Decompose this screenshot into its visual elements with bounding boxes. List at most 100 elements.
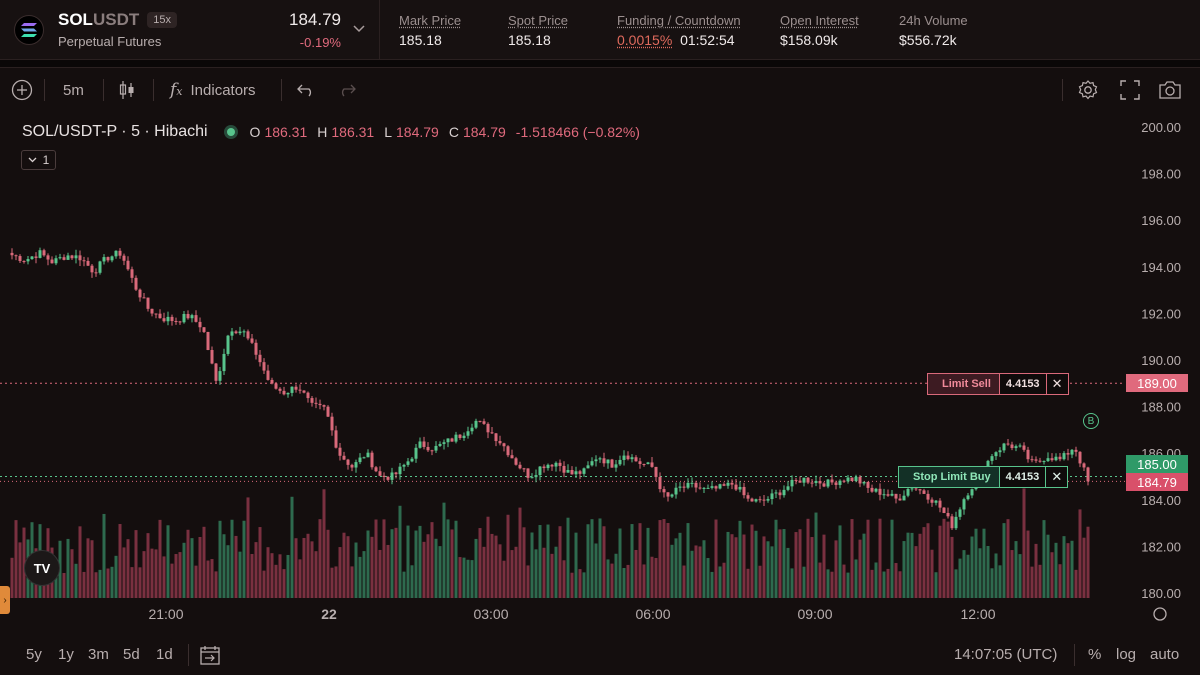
settings-icon[interactable] <box>1077 78 1099 102</box>
undo-icon[interactable] <box>297 78 315 102</box>
ohlc-values: O 186.31 H 186.31 L 184.79 C 184.79 -1.51846… <box>250 124 646 140</box>
volume-bar <box>126 539 130 598</box>
candle-body <box>234 331 238 334</box>
stop-limit-buy-qty[interactable]: 4.4153 <box>998 467 1046 487</box>
candle-body <box>254 342 258 355</box>
range-separator <box>188 644 189 666</box>
range-5d-button[interactable]: 5d <box>123 646 140 663</box>
candle-body <box>58 257 62 259</box>
volume-bar <box>590 519 594 598</box>
volume-bar <box>438 546 442 598</box>
volume-bar <box>486 516 490 598</box>
indicators-button[interactable]: fx Indicators <box>170 78 256 102</box>
candle-body <box>146 297 150 309</box>
redo-icon[interactable] <box>338 78 356 102</box>
percent-toggle[interactable]: % <box>1088 646 1102 663</box>
buy-marker[interactable]: B <box>1083 413 1099 429</box>
range-1y-button[interactable]: 1y <box>58 646 74 663</box>
utc-clock[interactable]: 14:07:05 (UTC) <box>954 646 1058 663</box>
close-icon[interactable]: ✕ <box>1045 467 1068 487</box>
drag-handle-icon[interactable] <box>928 374 934 394</box>
volume-bar <box>666 522 670 598</box>
candle-body <box>958 509 962 517</box>
candle-body <box>870 487 874 492</box>
stop-limit-buy-order[interactable]: Stop Limit Buy 4.4153 ✕ <box>898 466 1069 488</box>
funding-label[interactable]: Funding / Countdown <box>617 13 741 28</box>
y-tick-label: 194.00 <box>1141 260 1181 275</box>
chevron-right-icon[interactable]: › <box>0 586 10 614</box>
candle-body <box>1082 463 1086 468</box>
volume-bar <box>422 541 426 598</box>
volume-bar <box>322 489 326 598</box>
volume-bar <box>270 553 274 598</box>
open-interest-label[interactable]: Open Interest <box>780 13 859 28</box>
candle-body <box>558 462 562 466</box>
drag-handle-icon[interactable] <box>899 467 905 487</box>
candle-body <box>646 462 650 465</box>
candle-body <box>466 431 470 436</box>
volume-bar <box>174 554 178 598</box>
date-range-icon[interactable] <box>199 644 221 670</box>
tradingview-logo[interactable]: TV <box>24 550 60 586</box>
volume-bar <box>86 538 90 598</box>
fullscreen-icon[interactable] <box>1120 78 1140 102</box>
y-tick-label: 188.00 <box>1141 400 1181 415</box>
volume-bar <box>442 502 446 598</box>
symbol-selector[interactable]: SOL USDT 15x Perpetual Futures 184.79 -0.… <box>0 0 380 59</box>
candle-body <box>638 461 642 465</box>
candle-body <box>554 462 558 467</box>
auto-toggle[interactable]: auto <box>1150 646 1180 663</box>
volume-bar <box>58 540 62 598</box>
candle-body <box>1070 449 1074 455</box>
legend-collapse-button[interactable]: 1 <box>21 150 56 170</box>
volume-bar <box>654 557 658 598</box>
volume-bar <box>1050 552 1054 598</box>
candle-body <box>614 464 618 468</box>
ohlc-low: 184.79 <box>396 124 439 140</box>
volume-bar <box>758 565 762 598</box>
candle-body <box>1074 449 1078 452</box>
volume-bar <box>314 551 318 598</box>
volume-bar <box>990 568 994 598</box>
volume-bar <box>478 528 482 598</box>
candle-body <box>354 462 358 468</box>
range-3m-button[interactable]: 3m <box>88 646 109 663</box>
candle-body <box>938 500 942 508</box>
volume-bar <box>90 540 94 598</box>
candle-body <box>498 441 502 444</box>
candle-body <box>1066 453 1070 455</box>
camera-icon[interactable] <box>1158 78 1182 102</box>
spot-price-stat: Spot Price 185.18 <box>508 13 568 48</box>
volume-bar <box>222 534 226 598</box>
range-1d-button[interactable]: 1d <box>156 646 173 663</box>
volume-bar <box>1022 488 1026 598</box>
chevron-down-icon[interactable] <box>353 20 365 36</box>
candle-body <box>130 269 134 278</box>
interval-button[interactable]: 5m <box>63 81 84 99</box>
axis-settings-icon[interactable] <box>1153 607 1167 621</box>
mark-price-label[interactable]: Mark Price <box>399 13 462 28</box>
candle-body <box>570 470 574 475</box>
candle-body <box>850 477 854 482</box>
candle-body <box>306 392 310 399</box>
limit-sell-qty[interactable]: 4.4153 <box>998 374 1046 394</box>
candles-icon[interactable] <box>118 78 136 102</box>
limit-sell-order[interactable]: Limit Sell 4.4153 ✕ <box>927 373 1069 395</box>
volume-bar <box>390 529 394 598</box>
volume-bar <box>806 518 810 598</box>
log-toggle[interactable]: log <box>1116 646 1137 663</box>
volume-bar <box>838 525 842 598</box>
volume-bar <box>386 544 390 598</box>
add-icon[interactable] <box>11 78 33 102</box>
candle-body <box>378 471 382 476</box>
spot-price-label[interactable]: Spot Price <box>508 13 568 28</box>
candle-body <box>366 452 370 458</box>
volume-bar <box>154 549 158 598</box>
candle-body <box>450 438 454 442</box>
volume-bar <box>146 533 150 598</box>
candle-body <box>806 477 810 483</box>
candle-body <box>606 459 610 464</box>
price-chart[interactable]: 200.00 198.00 196.00 194.00 192.00 190.00 188.… <box>0 68 1200 634</box>
close-icon[interactable]: ✕ <box>1045 374 1068 394</box>
range-5y-button[interactable]: 5y <box>26 646 42 663</box>
